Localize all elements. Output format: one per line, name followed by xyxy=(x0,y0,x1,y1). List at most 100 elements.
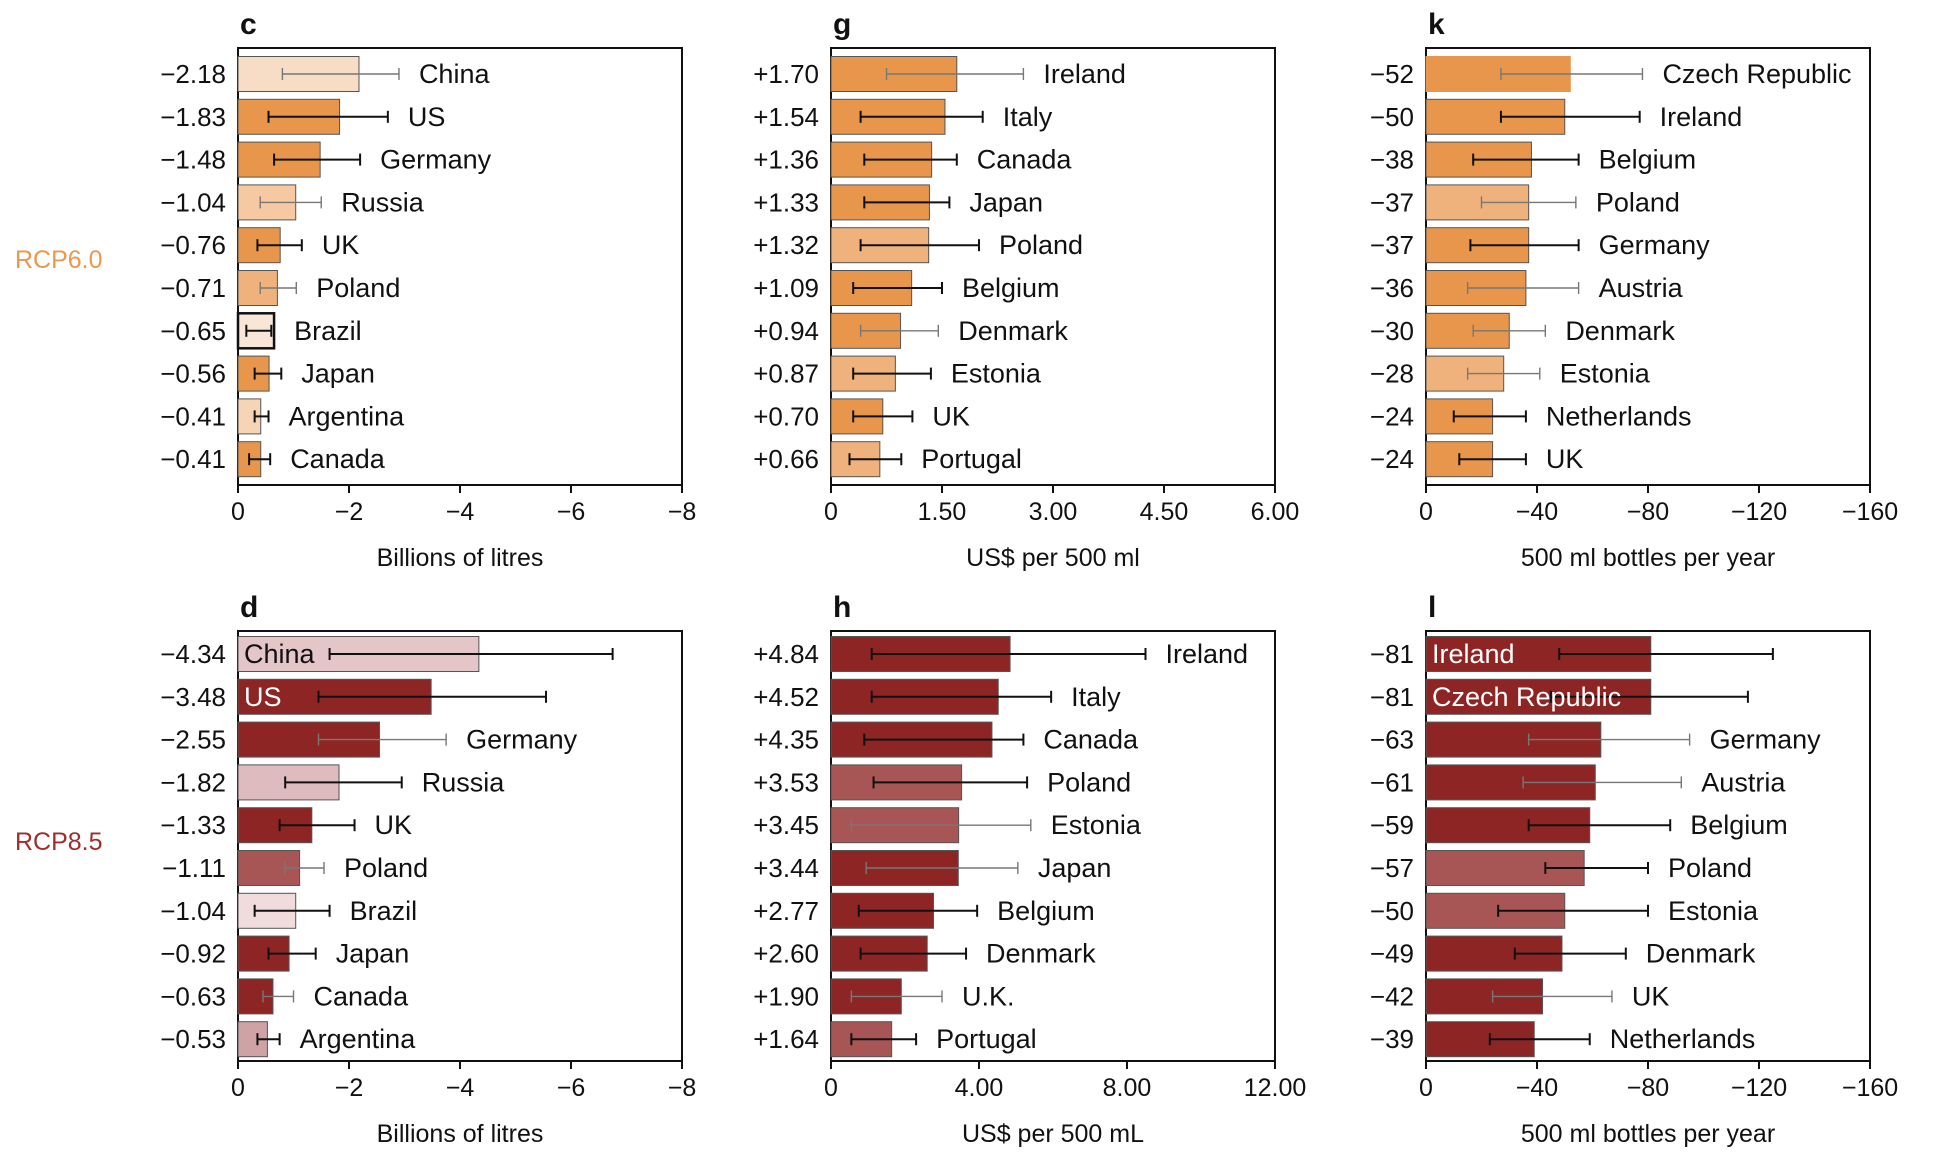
value-label: −30 xyxy=(1370,316,1414,346)
x-tick-label: −8 xyxy=(668,1074,697,1102)
value-label: +3.44 xyxy=(753,853,819,883)
category-label: Belgium xyxy=(962,273,1060,303)
category-label: Denmark xyxy=(1646,939,1756,969)
x-tick-label: 1.50 xyxy=(918,498,967,526)
category-label: UK xyxy=(1632,981,1670,1011)
value-label: +1.54 xyxy=(753,102,819,132)
value-label: −63 xyxy=(1370,725,1414,755)
row-label-rcp85: RCP8.5 xyxy=(15,828,103,856)
value-label: +1.36 xyxy=(753,145,819,175)
value-label: −0.71 xyxy=(160,273,226,303)
value-label: −0.53 xyxy=(160,1024,226,1054)
category-label: Japan xyxy=(1038,853,1112,883)
value-label: −37 xyxy=(1370,187,1414,217)
x-axis-label: Billions of litres xyxy=(377,544,544,572)
panel-letter: l xyxy=(1428,591,1436,624)
x-tick-label: 8.00 xyxy=(1103,1074,1152,1102)
value-label: −1.48 xyxy=(160,145,226,175)
category-label: Estonia xyxy=(1051,810,1142,840)
x-tick-label: −8 xyxy=(668,498,697,526)
category-label: Canada xyxy=(977,145,1073,175)
x-tick-label: −4 xyxy=(446,498,475,526)
category-label: Germany xyxy=(1599,230,1711,260)
value-label: −1.83 xyxy=(160,102,226,132)
value-label: +3.53 xyxy=(753,767,819,797)
category-label: Japan xyxy=(301,359,375,389)
category-label: Netherlands xyxy=(1546,401,1692,431)
panel-l: l −81 Ireland −81 Czech Republic −63 Germany −6… xyxy=(1370,591,1898,1148)
value-label: −52 xyxy=(1370,59,1414,89)
category-label: Germany xyxy=(466,725,578,755)
x-tick-label: −160 xyxy=(1842,498,1898,526)
category-label: Germany xyxy=(1710,725,1822,755)
category-label: Poland xyxy=(1596,187,1680,217)
category-label: Canada xyxy=(314,981,410,1011)
value-label: −0.92 xyxy=(160,939,226,969)
panel-k: k −52 Czech Republic −50 Ireland −38 Belgium −3… xyxy=(1370,8,1898,572)
value-label: −3.48 xyxy=(160,682,226,712)
category-label: Russia xyxy=(422,767,506,797)
value-label: −42 xyxy=(1370,981,1414,1011)
bar xyxy=(237,270,278,306)
category-label: Portugal xyxy=(921,444,1022,474)
category-label: Argentina xyxy=(289,401,406,431)
x-tick-label: 0 xyxy=(1419,498,1433,526)
panel-h: h +4.84 Ireland +4.52 Italy +4.35 Canada +3.53 P… xyxy=(753,591,1306,1148)
category-label: Ireland xyxy=(1043,59,1126,89)
value-label: −49 xyxy=(1370,939,1414,969)
x-axis-label: 500 ml bottles per year xyxy=(1521,544,1775,572)
category-label: Brazil xyxy=(294,316,362,346)
value-label: −4.34 xyxy=(160,639,226,669)
bar xyxy=(1425,355,1505,392)
category-label: UK xyxy=(932,401,970,431)
x-tick-label: −6 xyxy=(557,1074,586,1102)
x-tick-label: −2 xyxy=(335,1074,364,1102)
x-tick-label: −4 xyxy=(446,1074,475,1102)
value-label: +0.70 xyxy=(753,401,819,431)
value-label: −1.82 xyxy=(160,767,226,797)
category-label: US xyxy=(408,102,446,132)
x-tick-label: −120 xyxy=(1731,498,1787,526)
x-tick-label: 4.00 xyxy=(955,1074,1004,1102)
value-label: −0.56 xyxy=(160,359,226,389)
category-label: Ireland xyxy=(1432,639,1515,669)
x-tick-label: −40 xyxy=(1516,498,1558,526)
plot-frame xyxy=(830,630,1276,1062)
category-label: Japan xyxy=(969,187,1043,217)
value-label: +2.60 xyxy=(753,939,819,969)
value-label: −61 xyxy=(1370,767,1414,797)
value-label: −38 xyxy=(1370,145,1414,175)
value-label: −50 xyxy=(1370,896,1414,926)
x-tick-label: −120 xyxy=(1731,1074,1787,1102)
x-tick-label: 4.50 xyxy=(1140,498,1189,526)
value-label: −1.11 xyxy=(162,853,226,883)
value-label: −50 xyxy=(1370,102,1414,132)
x-tick-label: −160 xyxy=(1842,1074,1898,1102)
value-label: −37 xyxy=(1370,230,1414,260)
category-label: Poland xyxy=(316,273,400,303)
x-axis-label: 500 ml bottles per year xyxy=(1521,1120,1775,1148)
category-label: Brazil xyxy=(350,896,418,926)
category-label: Canada xyxy=(1043,725,1139,755)
x-axis-label: Billions of litres xyxy=(377,1120,544,1148)
category-label: China xyxy=(244,639,316,669)
category-label: Poland xyxy=(1668,853,1752,883)
category-label: Japan xyxy=(336,939,410,969)
category-label: Poland xyxy=(1047,767,1131,797)
value-label: −1.04 xyxy=(160,896,226,926)
panels: c −2.18 China −1.83 US −1.48 Germany −1.04 Russi… xyxy=(160,8,1898,1148)
panel-c: c −2.18 China −1.83 US −1.48 Germany −1.04 Russi… xyxy=(160,8,696,572)
x-tick-label: 0 xyxy=(231,1074,245,1102)
value-label: +1.64 xyxy=(753,1024,819,1054)
value-label: −1.33 xyxy=(160,810,226,840)
x-tick-label: −80 xyxy=(1627,498,1669,526)
panel-letter: k xyxy=(1428,8,1445,41)
x-tick-label: −80 xyxy=(1627,1074,1669,1102)
category-label: China xyxy=(419,59,491,89)
category-label: UK xyxy=(375,810,413,840)
category-label: Ireland xyxy=(1660,102,1743,132)
x-tick-label: 6.00 xyxy=(1251,498,1300,526)
category-label: Poland xyxy=(344,853,428,883)
value-label: −24 xyxy=(1370,401,1414,431)
